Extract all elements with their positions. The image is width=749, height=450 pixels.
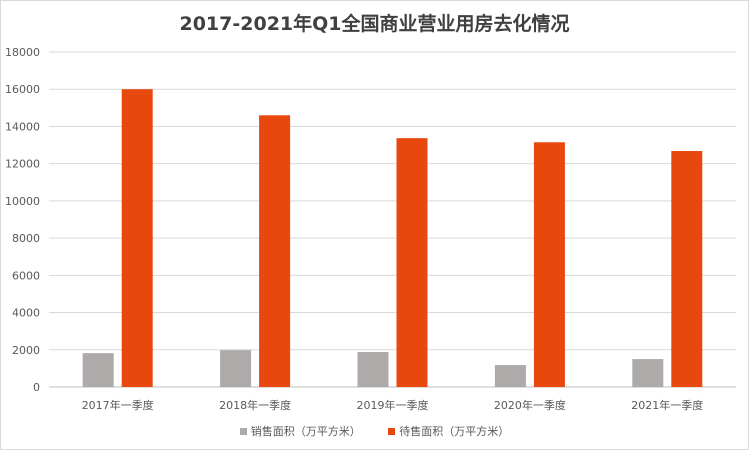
x-tick-label: 2017年一季度 <box>82 398 154 412</box>
gridlines <box>49 51 736 388</box>
bar-inventory <box>121 89 153 387</box>
y-tick-label: 14000 <box>5 120 40 133</box>
legend-swatch-inventory <box>388 427 396 435</box>
bar-inventory <box>259 115 291 388</box>
bar-sales <box>220 350 252 387</box>
legend-item-inventory: 待售面积（万平方米） <box>388 423 509 439</box>
x-tick-label: 2021年一季度 <box>631 398 703 412</box>
y-axis: 0 2000 4000 6000 8000 10000 12000 14000 16000 180… <box>5 46 40 394</box>
legend: 销售面积（万平方米） 待售面积（万平方米） <box>1 423 748 439</box>
x-tick-label: 2019年一季度 <box>357 398 429 412</box>
y-tick-label: 4000 <box>12 307 40 320</box>
bar-sales <box>494 365 526 387</box>
x-axis: 2017年一季度 2018年一季度 2019年一季度 2020年一季度 2021年一季度 <box>82 398 704 412</box>
y-tick-label: 16000 <box>5 83 40 96</box>
legend-swatch-sales <box>239 427 247 435</box>
y-tick-label: 6000 <box>12 269 40 282</box>
y-tick-label: 18000 <box>5 46 40 59</box>
bar-inventory <box>671 151 703 387</box>
chart-title: 2017-2021年Q1全国商业营业用房去化情况 <box>179 13 570 35</box>
bars <box>82 89 703 388</box>
legend-label-sales: 销售面积（万平方米） <box>250 425 361 438</box>
bar-inventory <box>396 138 428 387</box>
bar-sales <box>82 353 114 387</box>
y-tick-label: 10000 <box>5 195 40 208</box>
y-tick-label: 8000 <box>12 232 40 245</box>
bar-inventory <box>533 142 565 387</box>
y-tick-label: 2000 <box>12 344 40 357</box>
y-tick-label: 12000 <box>5 158 40 171</box>
y-tick-label: 0 <box>33 381 40 394</box>
x-tick-label: 2018年一季度 <box>219 398 291 412</box>
bar-sales <box>632 359 664 387</box>
bar-sales <box>357 352 389 387</box>
legend-label-inventory: 待售面积（万平方米） <box>399 425 510 438</box>
x-tick-label: 2020年一季度 <box>494 398 566 412</box>
legend-item-sales: 销售面积（万平方米） <box>239 423 361 439</box>
